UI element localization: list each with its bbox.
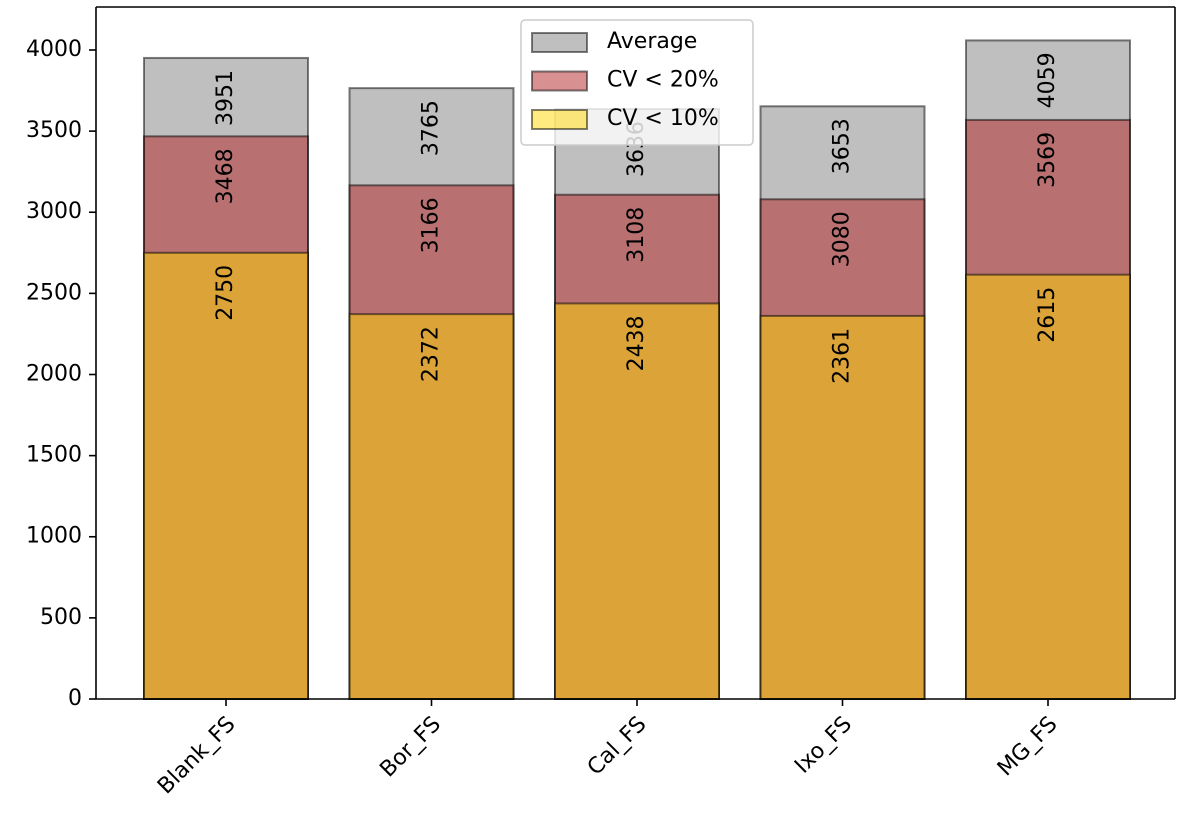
x-tick-label: Cal_FS [583,712,652,781]
data-label: 3569 [1035,132,1060,188]
y-tick-label: 2000 [26,361,82,386]
y-tick-label: 500 [40,605,82,630]
data-label: 2361 [830,328,855,384]
data-label: 2750 [213,265,238,321]
y-tick-label: 1500 [26,443,82,468]
data-label: 3080 [830,211,855,267]
legend-swatch [531,109,588,130]
data-label: 3108 [624,207,649,263]
legend-label: Average [607,29,697,54]
legend-label: CV < 20% [607,68,719,93]
y-tick-label: 2500 [26,280,82,305]
y-tick-label: 4000 [26,37,82,62]
data-label: 3166 [419,197,444,253]
y-tick-label: 3500 [26,118,82,143]
y-tick-label: 3000 [26,199,82,224]
bar [759,314,926,700]
data-label: 2438 [624,315,649,371]
data-label: 3653 [830,118,855,174]
bar [348,313,515,700]
x-tick-label: MG_FS [993,712,1062,781]
x-tick-label: Bor_FS [375,712,446,783]
legend-swatch [531,70,588,92]
y-tick-label: 0 [68,686,82,711]
bar [965,273,1131,700]
bar [554,302,720,700]
legend-label: CV < 10% [607,106,719,131]
data-label: 4059 [1035,52,1060,108]
data-label: 3468 [213,148,238,204]
bar [143,251,309,700]
data-label: 3951 [213,70,238,126]
y-tick-label: 1000 [26,524,82,549]
x-tick-label: Ixo_FS [790,712,857,779]
x-tick-label: Blank_FS [153,712,240,799]
data-label: 2615 [1035,287,1060,343]
data-label: 3765 [419,100,444,156]
data-label: 2372 [419,326,444,382]
legend: Average CV < 20% CV < 10% [520,19,754,146]
legend-swatch [531,32,588,53]
